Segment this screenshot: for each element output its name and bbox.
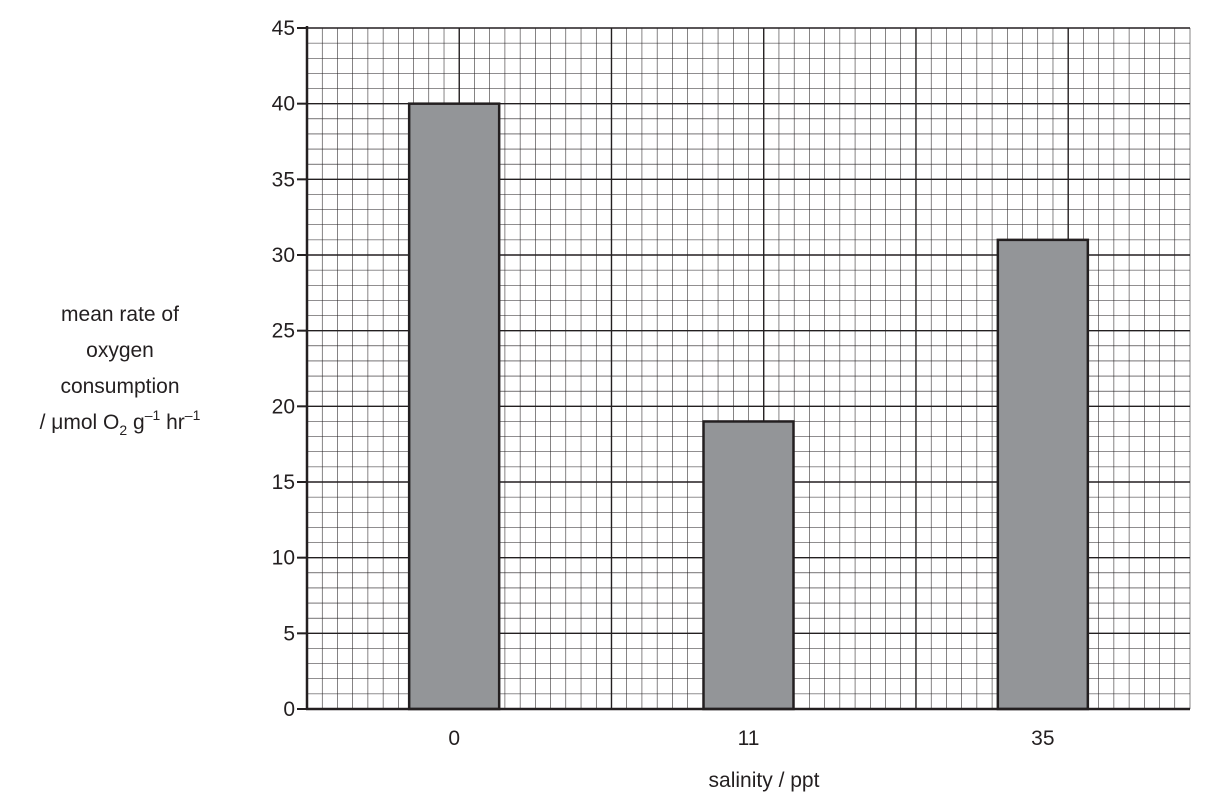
x-tick-label-0: 0	[448, 727, 460, 750]
y-tick-label-10: 10	[272, 547, 295, 570]
x-axis-label: salinity / ppt	[709, 769, 820, 792]
y-tick-labels: 0 5 10 15 20 25 30 35 40 45	[272, 17, 295, 721]
y-tick-label-20: 20	[272, 395, 295, 418]
y-tick-label-5: 5	[283, 622, 295, 645]
x-tick-label-35: 35	[1031, 727, 1054, 750]
axes	[297, 26, 1190, 711]
y-tick-label-0: 0	[283, 698, 295, 721]
unit-g: g	[127, 411, 145, 434]
y-axis-label-line-2: oxygen	[86, 339, 154, 362]
y-axis-label-unit: / μmol O2 g–1 hr–1	[40, 407, 201, 438]
bar-11	[702, 420, 795, 711]
y-tick-label-30: 30	[272, 244, 295, 267]
y-tick-label-35: 35	[272, 168, 295, 191]
y-tick-label-40: 40	[272, 93, 295, 116]
bars	[407, 102, 1090, 711]
x-tick-labels: 0 11 35	[448, 727, 1054, 750]
unit-o-subscript: 2	[119, 422, 127, 438]
unit-g-superscript: –1	[145, 407, 161, 423]
y-tick-label-25: 25	[272, 320, 295, 343]
y-tick-label-15: 15	[272, 471, 295, 494]
y-tick-label-45: 45	[272, 17, 295, 40]
x-tick-label-11: 11	[738, 727, 760, 750]
unit-hr: hr	[160, 411, 185, 434]
y-axis-label-line-3: consumption	[60, 375, 179, 398]
unit-hr-superscript: –1	[185, 407, 201, 423]
bar-0	[407, 102, 501, 711]
y-axis-label-line-1: mean rate of	[61, 303, 179, 326]
unit-prefix: / μmol O	[40, 411, 120, 434]
bar-35	[996, 238, 1090, 711]
